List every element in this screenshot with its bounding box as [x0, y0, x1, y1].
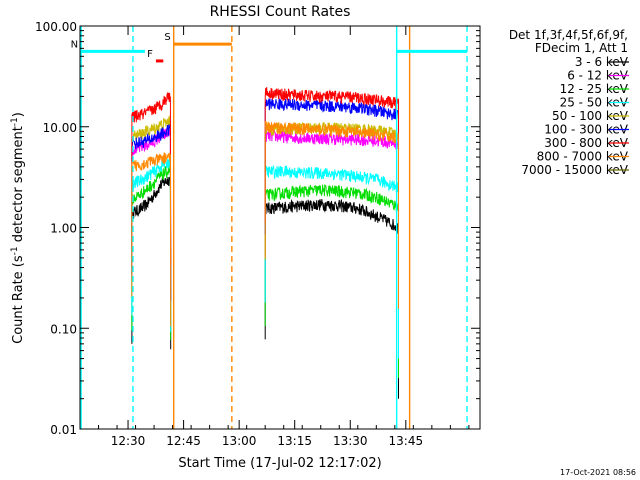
event-markers	[80, 26, 468, 429]
series-line-0-segment-1	[264, 198, 399, 399]
y-axis-label-part-2: detector segment	[11, 126, 26, 246]
series-line-3-segment-0	[131, 156, 172, 332]
legend-entry-5: 100 - 300 keV	[544, 123, 628, 137]
y-tick-label: 10.00	[43, 121, 77, 135]
legend-entry-7: 800 - 7000 keV	[537, 150, 629, 164]
series-line-1-segment-0	[131, 127, 172, 303]
x-tick-label: 13:15	[277, 434, 312, 448]
legend-entry-0: 3 - 6 keV	[575, 55, 629, 69]
legend-header-line-1: Det 1f,3f,4f,5f,6f,9f,	[509, 28, 628, 42]
series-line-3-segment-1	[264, 164, 399, 359]
flag-label-1: N	[71, 39, 78, 50]
legend-entry-2: 12 - 25 keV	[560, 82, 629, 96]
flag-bars: F N S	[71, 32, 468, 63]
x-axis-label: Start Time (17-Jul-02 12:17:02)	[178, 456, 381, 471]
x-tick-label: 13:00	[222, 434, 257, 448]
legend-entry-8: 7000 - 15000 keV	[521, 163, 628, 177]
series-line-2-segment-0	[131, 164, 172, 341]
y-axis-label: Count Rate (s-1 detector segment-1)	[10, 112, 26, 344]
x-tick-label: 13:30	[333, 434, 368, 448]
series-line-7-segment-0	[131, 152, 172, 327]
series-line-5-segment-0	[131, 124, 172, 301]
flag-label-0: F	[147, 49, 153, 60]
y-tick-label: 0.10	[50, 322, 77, 336]
series-line-0-segment-0	[131, 176, 172, 350]
y-tick-label: 0.01	[50, 423, 77, 437]
timestamp: 17-Oct-2021 08:56	[560, 468, 636, 477]
plot-area-data	[131, 87, 399, 399]
chart-title: RHESSI Count Rates	[210, 4, 351, 20]
legend-entry-4: 50 - 100 keV	[552, 109, 629, 123]
series-line-4-segment-0	[131, 115, 172, 292]
y-axis: 0.01 0.10 1.00 10.00 100.00	[35, 20, 480, 437]
legend-entry-1: 6 - 12 keV	[567, 69, 629, 83]
x-axis: 12:30 12:45 13:00 13:15 13:30 13:45	[98, 26, 470, 448]
legend: Det 1f,3f,4f,5f,6f,9f, FDecim 1, Att 1 3…	[509, 28, 629, 177]
x-tick-label: 12:45	[166, 434, 201, 448]
y-axis-label-part-3: )	[11, 112, 26, 117]
y-axis-label-exponent-2: -1	[10, 117, 20, 126]
legend-entry-6: 300 - 800 keV	[544, 136, 628, 150]
series-line-1-segment-1	[264, 129, 399, 315]
x-tick-label: 12:30	[111, 434, 146, 448]
series-line-6-segment-1	[264, 87, 399, 275]
x-tick-label: 13:45	[389, 434, 424, 448]
y-axis-label-part-1: Count Rate (s	[11, 255, 26, 344]
series-line-5-segment-1	[264, 98, 399, 287]
legend-header-line-2: FDecim 1, Att 1	[535, 41, 628, 55]
y-axis-label-exponent-1: -1	[10, 246, 20, 255]
series-line-6-segment-0	[131, 91, 172, 266]
flag-label-2: S	[164, 32, 170, 43]
legend-entry-3: 25 - 50 keV	[560, 96, 629, 110]
series-line-7-segment-1	[264, 120, 399, 309]
series-line-2-segment-1	[264, 184, 399, 379]
y-tick-label: 100.00	[35, 20, 77, 34]
y-tick-label: 1.00	[50, 222, 77, 236]
